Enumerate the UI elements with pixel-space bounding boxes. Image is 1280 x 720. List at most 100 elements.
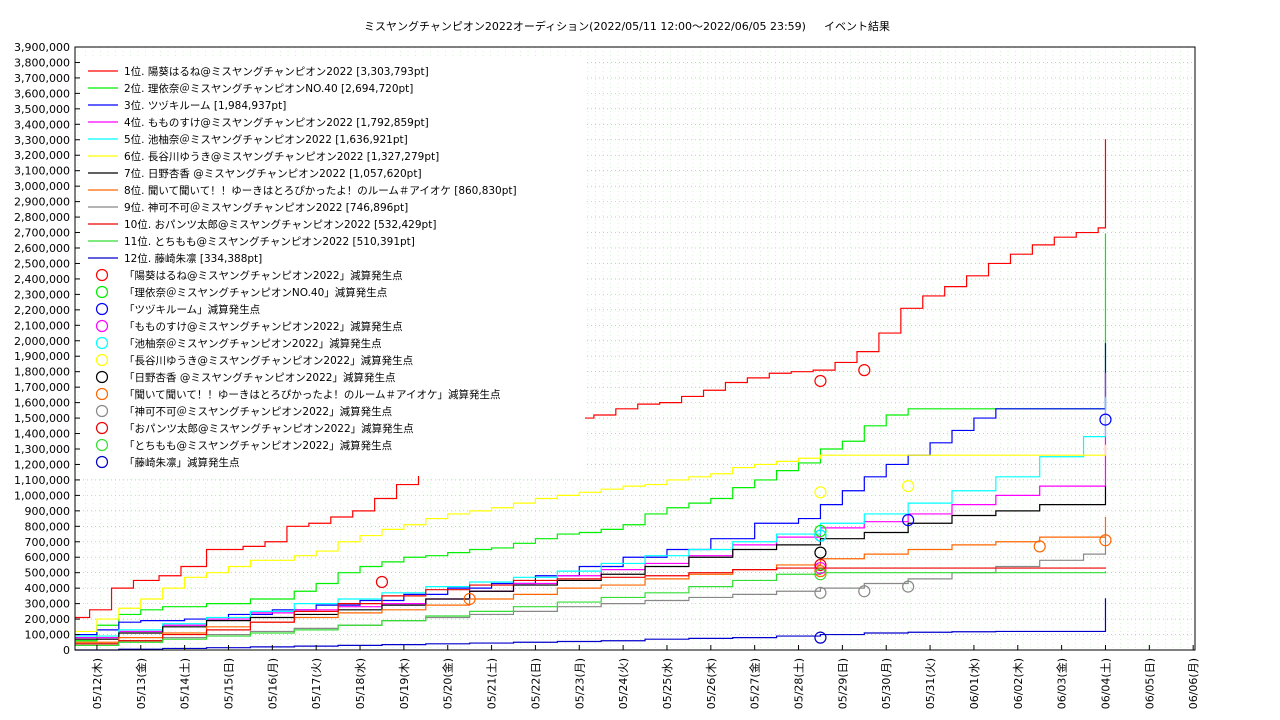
- y-tick-label: 1,600,000: [14, 397, 70, 410]
- legend-series-label: 6位. 長谷川ゆうき@ミスヤングチャンピオン2022 [1,327,279pt]: [124, 150, 439, 163]
- x-tick-label: 06/04(土): [1099, 658, 1112, 709]
- y-tick-label: 300,000: [25, 598, 71, 611]
- y-tick-label: 1,200,000: [14, 458, 70, 471]
- legend-series-label: 5位. 池柚奈＠ミスヤングチャンピオン2022 [1,636,921pt]: [124, 133, 408, 146]
- y-tick-label: 2,500,000: [14, 257, 70, 270]
- legend-marker-label: 「ツヅキルーム」減算発生点: [124, 303, 260, 316]
- x-tick-label: 05/16(月): [266, 658, 279, 709]
- x-tick-label: 05/31(火): [924, 658, 937, 709]
- x-tick-label: 06/05(日): [1143, 658, 1156, 709]
- y-tick-label: 3,800,000: [14, 56, 70, 69]
- series-lines: [75, 139, 1107, 651]
- y-tick-label: 2,000,000: [14, 335, 70, 348]
- series-line-9: [75, 534, 1107, 645]
- y-tick-label: 3,100,000: [14, 165, 70, 178]
- penalty-marker: [814, 561, 827, 575]
- legend-marker-label: 「もものすけ@ミスヤングチャンピオン2022」減算発生点: [124, 320, 403, 333]
- legend-series-label: 8位. 聞いて聞いて！！ゆーきはとろぴかったよ！のルーム＃アイオケ [860,8…: [124, 184, 517, 197]
- legend-series-label: 7位. 日野杏香 @ミスヤングチャンピオン2022 [1,057,620pt]: [124, 167, 422, 180]
- series-line-1: [75, 139, 1107, 619]
- legend-marker-label: 「理依奈＠ミスヤングチャンピオンNO.40」減算発生点: [124, 286, 387, 299]
- y-tick-label: 3,600,000: [14, 87, 70, 100]
- penalty-marker: [814, 529, 827, 542]
- series-line-8: [75, 516, 1107, 643]
- legend-marker-label: 「神可不可＠ミスヤングチャンピオン2022」減算発生点: [124, 405, 392, 418]
- legend-series-label: 12位. 藤崎朱凛 [334,388pt]: [124, 252, 262, 265]
- x-tick-label: 05/28(土): [793, 658, 806, 709]
- penalty-marker: [902, 480, 915, 493]
- penalty-markers: [375, 364, 1112, 644]
- y-tick-label: 2,600,000: [14, 242, 70, 255]
- y-tick-label: 2,900,000: [14, 196, 70, 209]
- y-tick-label: 2,200,000: [14, 304, 70, 317]
- penalty-marker: [1099, 534, 1112, 547]
- legend-marker-swatch: [95, 268, 109, 282]
- x-tick-label: 06/03(金): [1055, 658, 1069, 709]
- legend: 1位. 陽葵はるね@ミスヤングチャンピオン2022 [3,303,793pt] 2…: [88, 65, 517, 469]
- y-tick-label: 2,300,000: [14, 288, 70, 301]
- x-tick-label: 05/29(日): [836, 658, 849, 709]
- penalty-marker: [814, 568, 827, 581]
- y-tick-label: 1,900,000: [14, 350, 70, 363]
- series-line-12: [75, 598, 1107, 651]
- legend-marker-swatch: [95, 353, 109, 367]
- legend-series-label: 3位. ツヅキルーム [1,984,937pt]: [124, 99, 286, 112]
- y-tick-label: 0: [63, 644, 70, 657]
- y-tick-label: 2,100,000: [14, 319, 70, 332]
- x-tick-label: 05/12(木): [91, 658, 104, 709]
- x-tick-label: 05/30(月): [880, 658, 893, 709]
- y-tick-label: 1,100,000: [14, 474, 70, 487]
- x-tick-label: 05/19(木): [398, 658, 411, 709]
- legend-box: [80, 58, 585, 476]
- legend-series-label: 11位. とちもも@ミスヤングチャンピオン2022 [510,391pt]: [124, 235, 415, 248]
- penalty-marker: [814, 374, 827, 388]
- penalty-marker: [1033, 540, 1046, 553]
- x-tick-label: 05/27(金): [748, 658, 762, 709]
- x-tick-label: 05/23(月): [573, 658, 586, 709]
- legend-marker-swatch: [95, 319, 109, 333]
- y-tick-label: 400,000: [25, 582, 71, 595]
- y-tick-label: 200,000: [25, 613, 71, 626]
- y-axis: 0 100,000 200,000 300,000 400,000 500,000 600,…: [14, 41, 80, 657]
- y-tick-label: 2,700,000: [14, 227, 70, 240]
- x-tick-label: 06/02(木): [1012, 658, 1025, 709]
- legend-marker-swatch: [95, 455, 109, 469]
- y-tick-label: 100,000: [25, 629, 71, 642]
- x-tick-label: 05/21(土): [486, 658, 499, 709]
- x-axis: 05/12(木) 05/13(金) 05/14(土) 05/15(日) 05/16(月)…: [91, 645, 1200, 709]
- penalty-marker: [858, 585, 871, 598]
- legend-series-label: 4位. もものすけ@ミスヤングチャンピオン2022 [1,792,859pt]: [124, 116, 429, 129]
- legend-marker-label: 「陽葵はるね@ミスヤングチャンピオン2022」減算発生点: [124, 269, 403, 282]
- y-tick-label: 700,000: [25, 536, 71, 549]
- x-tick-label: 05/14(土): [179, 658, 192, 709]
- penalty-marker: [814, 565, 827, 578]
- y-tick-label: 3,700,000: [14, 72, 70, 85]
- y-tick-label: 1,800,000: [14, 366, 70, 379]
- legend-marker-label: 「長谷川ゆうき@ミスヤングチャンピオン2022」減算発生点: [124, 354, 413, 367]
- legend-series-label: 1位. 陽葵はるね@ミスヤングチャンピオン2022 [3,303,793pt]: [124, 65, 429, 78]
- x-tick-label: 06/06(月): [1187, 658, 1200, 709]
- x-tick-label: 05/20(金): [441, 658, 455, 709]
- y-tick-label: 3,300,000: [14, 134, 70, 147]
- legend-marker-swatch: [95, 438, 109, 452]
- legend-marker-swatch: [95, 336, 109, 350]
- penalty-marker: [814, 486, 827, 499]
- legend-series-label: 10位. おパンツ太郎@ミスヤングチャンピオン2022 [532,429pt]: [124, 218, 436, 231]
- y-tick-label: 3,500,000: [14, 103, 70, 116]
- plot-frame: [74, 46, 1196, 651]
- series-line-7: [75, 486, 1107, 640]
- x-tick-label: 05/13(金): [134, 658, 148, 709]
- penalty-marker: [814, 524, 827, 538]
- legend-marker-swatch: [95, 387, 109, 401]
- legend-marker-label: 「池柚奈＠ミスヤングチャンピオン2022」減算発生点: [124, 337, 382, 350]
- chart-title: ミスヤングチャンピオン2022オーディション(2022/05/11 12:00〜…: [364, 19, 806, 33]
- y-tick-label: 500,000: [25, 567, 71, 580]
- penalty-marker: [858, 364, 871, 377]
- y-tick-label: 1,400,000: [14, 428, 70, 441]
- penalty-marker: [1099, 413, 1112, 426]
- series-line-6: [75, 444, 1107, 633]
- penalty-marker: [814, 586, 827, 599]
- x-tick-label: 05/26(木): [705, 658, 718, 709]
- legend-marker-label: 「日野杏香 @ミスヤングチャンピオン2022」減算発生点: [124, 371, 395, 384]
